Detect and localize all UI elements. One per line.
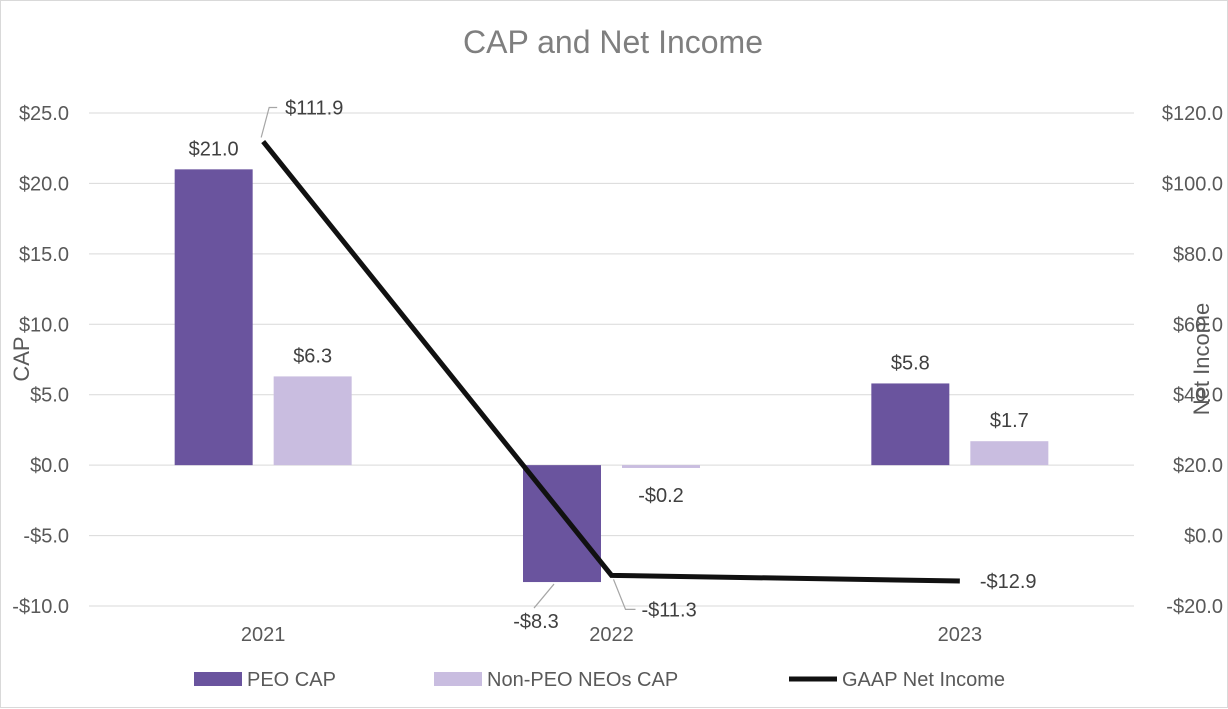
y-axis-left-title: CAP bbox=[9, 336, 34, 381]
leader-line-net-income-2021 bbox=[261, 108, 277, 138]
x-tick-label-2022: 2022 bbox=[589, 624, 634, 646]
y-right-tick-label: $80.0 bbox=[1173, 244, 1223, 266]
y-left-tick-label: $15.0 bbox=[19, 244, 69, 266]
legend-label-peo-cap: PEO CAP bbox=[247, 669, 336, 691]
data-label-peo-cap-2021: $21.0 bbox=[189, 138, 239, 160]
net-income-line bbox=[263, 141, 960, 581]
data-label-non-peo-neos-cap-2023: $1.7 bbox=[990, 410, 1029, 432]
data-label-net-income-2022: -$11.3 bbox=[642, 599, 697, 621]
y-left-tick-label: -$10.0 bbox=[12, 596, 69, 618]
y-left-tick-label: $25.0 bbox=[19, 103, 69, 125]
y-axis-right-title: Net Income bbox=[1189, 303, 1214, 416]
data-label-net-income-2023: -$12.9 bbox=[980, 571, 1037, 593]
y-right-tick-label: $0.0 bbox=[1184, 526, 1223, 548]
y-left-tick-label: $0.0 bbox=[30, 455, 69, 477]
y-right-tick-label: -$20.0 bbox=[1166, 596, 1223, 618]
legend: PEO CAP Non-PEO NEOs CAP GAAP Net Income bbox=[194, 669, 1005, 691]
y-right-tick-label: $20.0 bbox=[1173, 455, 1223, 477]
x-tick-label-2021: 2021 bbox=[241, 624, 286, 646]
data-label-peo-cap-2023: $5.8 bbox=[891, 352, 930, 374]
bar-non-peo-neos-cap-2021 bbox=[274, 376, 352, 465]
y-left-tick-label: $5.0 bbox=[30, 385, 69, 407]
bar-non-peo-neos-cap-2022 bbox=[622, 465, 700, 468]
y-left-tick-label: -$5.0 bbox=[23, 526, 69, 548]
leader-line-net-income-2022 bbox=[614, 579, 636, 609]
legend-swatch-peo-cap bbox=[194, 672, 242, 686]
bar-peo-cap-2023 bbox=[871, 383, 949, 465]
legend-label-non-peo-cap: Non-PEO NEOs CAP bbox=[487, 669, 678, 691]
bar-non-peo-neos-cap-2023 bbox=[970, 441, 1048, 465]
data-labels: $21.0 $6.3 -$8.3 -$0.2 $5.8 $1.7 $111.9 -$11.3 -… bbox=[189, 98, 1037, 634]
x-tick-label-2023: 2023 bbox=[938, 624, 983, 646]
data-label-non-peo-neos-cap-2021: $6.3 bbox=[293, 345, 332, 367]
data-label-non-peo-neos-cap-2022: -$0.2 bbox=[638, 485, 684, 507]
bars bbox=[175, 169, 1049, 582]
data-label-peo-cap-2022: -$8.3 bbox=[513, 611, 559, 633]
gaap-net-income-line bbox=[263, 142, 960, 581]
data-label-net-income-2021: $111.9 bbox=[285, 98, 343, 120]
bar-peo-cap-2021 bbox=[175, 169, 253, 465]
chart-title: CAP and Net Income bbox=[463, 24, 763, 60]
y-left-tick-label: $20.0 bbox=[19, 173, 69, 195]
legend-swatch-non-peo-cap bbox=[434, 672, 482, 686]
y-left-tick-label: $10.0 bbox=[19, 314, 69, 336]
y-right-tick-label: $120.0 bbox=[1162, 103, 1223, 125]
leader-line-peo-cap-2022 bbox=[534, 584, 554, 608]
y-right-tick-label: $100.0 bbox=[1162, 173, 1223, 195]
legend-label-gaap-net-income: GAAP Net Income bbox=[842, 669, 1005, 691]
